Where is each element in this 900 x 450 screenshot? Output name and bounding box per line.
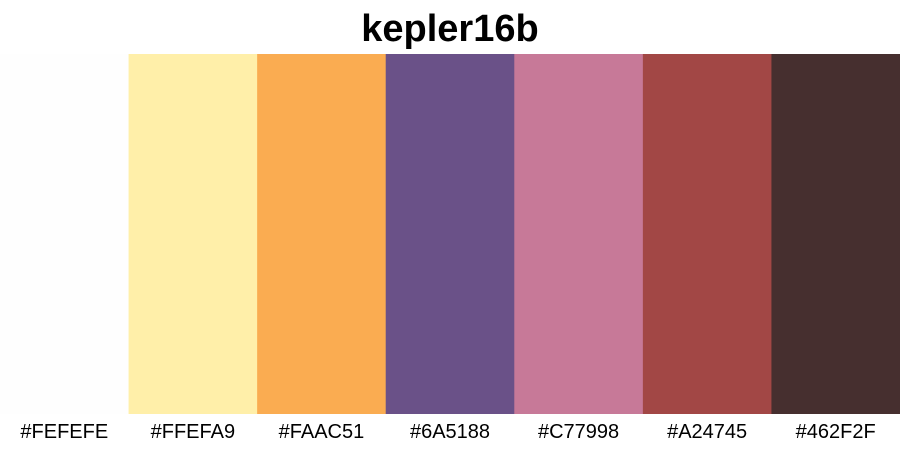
swatch-label-group: #FEFEFE #FFEFA9 #FAAC51 #6A5188 #C77998 #A247… (20, 421, 875, 443)
swatch-5 (514, 54, 644, 414)
swatch-3 (257, 54, 387, 414)
chart-title: kepler16b (361, 8, 539, 50)
swatch-label-4: #6A5188 (410, 421, 490, 443)
swatch-6 (642, 54, 772, 414)
swatch-label-2: #FFEFA9 (151, 421, 235, 443)
swatch-label-5: #C77998 (538, 421, 619, 443)
swatch-label-3: #FAAC51 (279, 421, 365, 443)
swatch-label-1: #FEFEFE (20, 421, 108, 443)
swatch-label-7: #462F2F (796, 421, 876, 443)
swatch-1 (0, 54, 130, 414)
swatch-group (0, 54, 900, 414)
swatch-4 (385, 54, 515, 414)
swatch-label-6: #A24745 (667, 421, 747, 443)
swatch-7 (771, 54, 900, 414)
swatch-2 (128, 54, 258, 414)
